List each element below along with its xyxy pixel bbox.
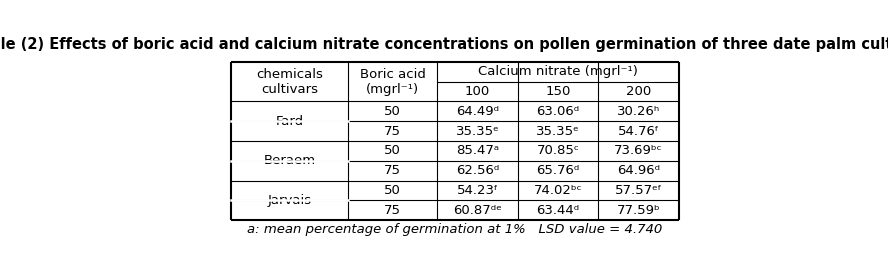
Text: 50: 50 xyxy=(384,184,400,197)
Text: Jarvais: Jarvais xyxy=(267,194,312,207)
Text: 62.56ᵈ: 62.56ᵈ xyxy=(456,164,499,177)
Text: 57.57ᵉᶠ: 57.57ᵉᶠ xyxy=(614,184,662,197)
Text: Boric acid
(mgrl⁻¹): Boric acid (mgrl⁻¹) xyxy=(360,68,425,96)
Text: Fard: Fard xyxy=(275,115,304,128)
Text: 50: 50 xyxy=(384,144,400,158)
Text: 75: 75 xyxy=(384,164,401,177)
Text: 35.35ᵉ: 35.35ᵉ xyxy=(536,125,580,138)
Text: chemicals
cultivars: chemicals cultivars xyxy=(256,68,323,96)
Text: 70.85ᶜ: 70.85ᶜ xyxy=(536,144,580,158)
Text: 85.47ᵃ: 85.47ᵃ xyxy=(456,144,499,158)
Text: 35.35ᵉ: 35.35ᵉ xyxy=(456,125,499,138)
Text: Beraem: Beraem xyxy=(264,154,315,167)
Text: 64.96ᵈ: 64.96ᵈ xyxy=(617,164,660,177)
Text: 30.26ʰ: 30.26ʰ xyxy=(617,105,660,118)
Text: 50: 50 xyxy=(384,105,400,118)
Text: 63.44ᵈ: 63.44ᵈ xyxy=(536,204,580,217)
Text: 74.02ᵇᶜ: 74.02ᵇᶜ xyxy=(534,184,583,197)
Text: 63.06ᵈ: 63.06ᵈ xyxy=(536,105,580,118)
Text: 77.59ᵇ: 77.59ᵇ xyxy=(616,204,661,217)
Text: 54.23ᶠ: 54.23ᶠ xyxy=(456,184,498,197)
Text: 64.49ᵈ: 64.49ᵈ xyxy=(456,105,499,118)
Text: 73.69ᵇᶜ: 73.69ᵇᶜ xyxy=(614,144,662,158)
Text: 65.76ᵈ: 65.76ᵈ xyxy=(536,164,580,177)
Text: 150: 150 xyxy=(545,85,571,98)
Text: 60.87ᵈᵉ: 60.87ᵈᵉ xyxy=(453,204,502,217)
Text: Table (2) Effects of boric acid and calcium nitrate concentrations on pollen ger: Table (2) Effects of boric acid and calc… xyxy=(0,37,888,52)
Text: a: mean percentage of germination at 1%   LSD value = 4.740: a: mean percentage of germination at 1% … xyxy=(248,223,662,235)
Text: 75: 75 xyxy=(384,125,401,138)
Text: 100: 100 xyxy=(464,85,490,98)
Text: 200: 200 xyxy=(626,85,651,98)
Text: Calcium nitrate (mgrl⁻¹): Calcium nitrate (mgrl⁻¹) xyxy=(478,65,638,78)
Text: 54.76ᶠ: 54.76ᶠ xyxy=(618,125,660,138)
Text: 75: 75 xyxy=(384,204,401,217)
